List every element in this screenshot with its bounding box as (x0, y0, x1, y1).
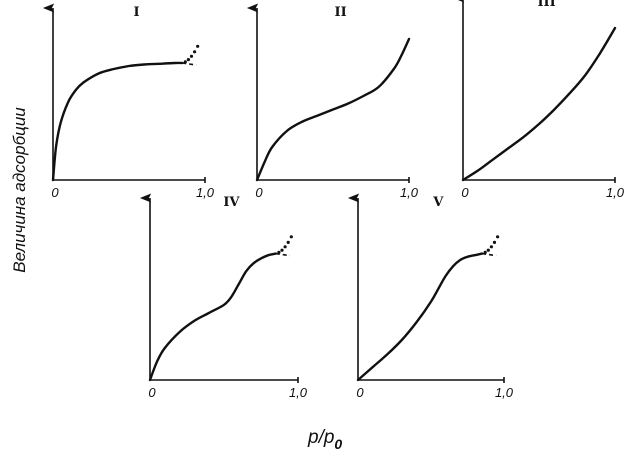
panel-title-4: IV (223, 195, 240, 210)
branch-dot-5-5 (496, 235, 500, 239)
branch-dot-1-1 (183, 60, 187, 64)
branch-dot-5-1 (483, 250, 487, 254)
panel-title-3: III (537, 0, 555, 10)
branch-dot-5-4 (492, 240, 497, 244)
tick-label-0-1: 0 (51, 185, 59, 200)
tick-label-0-3: 0 (461, 185, 469, 200)
branch-dot-4-5 (289, 235, 293, 239)
branch-lower-5 (481, 252, 497, 257)
branch-dot-4-3 (283, 245, 287, 249)
tick-label-0-4: 0 (148, 385, 156, 400)
isotherm-curve-2 (255, 37, 411, 182)
tick-label-0-2: 0 (255, 185, 263, 200)
isotherm-panel-3: III 0 1,0 (452, 0, 625, 200)
branch-dot-4-2 (280, 248, 284, 252)
branch-upper-dots-5 (483, 235, 500, 254)
tick-label-1-4: 1,0 (289, 385, 308, 400)
branch-dot-5-2 (486, 248, 490, 252)
isotherm-curve-4 (148, 252, 277, 382)
branch-dot-1-2 (186, 58, 190, 62)
isotherm-panel-2: II 0 1,0 (246, 3, 419, 200)
tick-label-1-1: 1,0 (196, 185, 215, 200)
isotherm-panel-4: IV 0 1,0 (139, 193, 308, 400)
branch-upper-dots-4 (277, 235, 293, 254)
branch-upper-dots-1 (183, 44, 200, 64)
isotherm-panel-1: I 0 1,0 (42, 3, 215, 200)
panel-title-2: II (335, 5, 347, 20)
tick-label-1-3: 1,0 (606, 185, 625, 200)
branch-dot-4-4 (286, 240, 290, 244)
tick-label-1-2: 1,0 (400, 185, 419, 200)
isotherm-panel-5: V 0 1,0 (347, 193, 514, 400)
branch-dot-1-3 (189, 54, 194, 58)
tick-label-0-5: 0 (356, 385, 364, 400)
panel-title-5: V (432, 195, 444, 210)
isotherm-curve-5 (356, 252, 484, 382)
isotherm-curve-3 (461, 26, 617, 182)
branch-lower-1 (182, 62, 197, 66)
tick-label-1-5: 1,0 (495, 385, 514, 400)
branch-lower-4 (275, 252, 290, 257)
branch-dot-1-5 (196, 44, 200, 48)
panel-title-1: I (134, 5, 140, 20)
branch-dot-4-1 (277, 250, 281, 254)
x-axis-label-main: p/p (307, 427, 334, 448)
branch-dot-1-4 (193, 50, 197, 54)
isotherm-curve-1 (51, 61, 184, 182)
branch-dot-5-3 (489, 245, 493, 249)
y-axis-label: Величина адсорбции (10, 107, 29, 273)
x-axis-label-subscript: 0 (334, 436, 342, 452)
x-axis-label: p/p0 (307, 427, 342, 452)
